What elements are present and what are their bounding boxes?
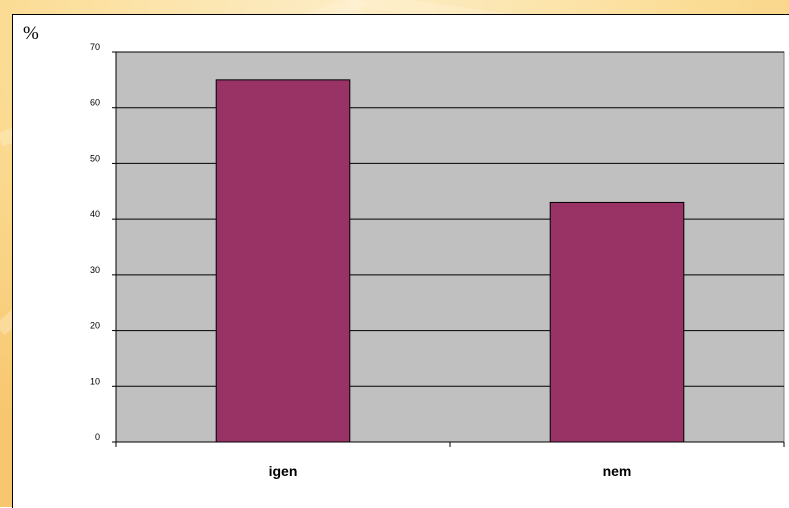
x-category-label: igen [269, 463, 298, 479]
y-tick-label: 50 [90, 153, 100, 163]
y-tick-label: 20 [90, 321, 100, 331]
y-tick-label: 0 [95, 432, 100, 442]
bar-igen [215, 79, 351, 443]
y-unit-label: % [23, 23, 39, 44]
bar-nem [549, 201, 685, 443]
y-tick-label: 10 [90, 376, 100, 386]
y-tick-label: 60 [90, 98, 100, 108]
y-tick-label: 40 [90, 209, 100, 219]
x-category-label: nem [603, 463, 632, 479]
y-tick-label: 30 [90, 265, 100, 275]
y-tick-label: 70 [90, 42, 100, 52]
